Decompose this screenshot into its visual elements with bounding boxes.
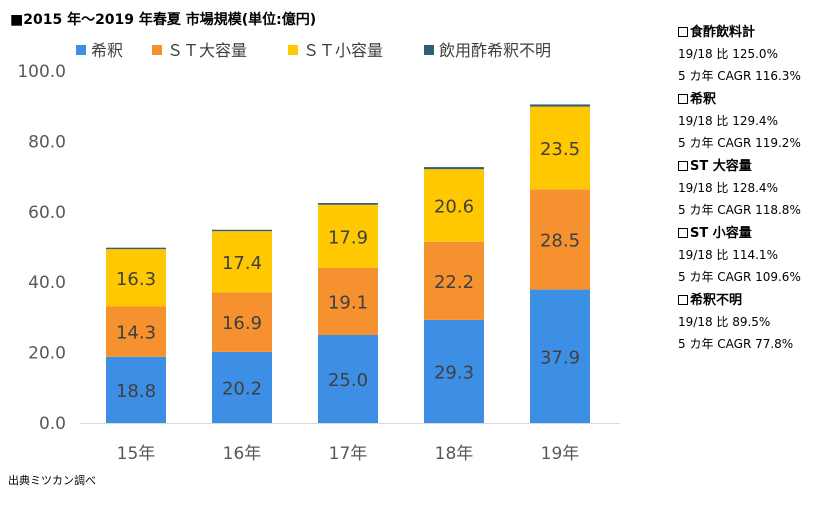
legend-swatch xyxy=(76,45,86,55)
y-tick-label: 100.0 xyxy=(17,62,66,82)
bar-segment xyxy=(106,356,166,423)
summary-stat: 19/18 比 125.0% xyxy=(678,47,778,61)
summary-heading-text: ST 大容量 xyxy=(690,159,752,174)
summary-heading: ST 大容量 xyxy=(678,156,838,177)
bar-segment xyxy=(318,204,378,268)
legend-swatch xyxy=(424,45,434,55)
checkbox-square-icon xyxy=(678,27,688,37)
summary-heading: 希釈不明 xyxy=(678,290,838,311)
stacked-bar-chart: ■2015 年～2019 年春夏 市場規模(単位:億円) 希釈 ＳＴ大容量 ＳＴ小容… xyxy=(8,11,620,487)
chart-title: ■2015 年～2019 年春夏 市場規模(単位:億円) xyxy=(10,11,316,28)
data-label: 14.3 xyxy=(116,323,156,344)
x-tick-label: 19年 xyxy=(541,444,580,464)
y-tick-label: 40.0 xyxy=(28,273,66,293)
summary-heading-text: ST 小容量 xyxy=(690,226,752,241)
data-label: 25.0 xyxy=(328,370,368,391)
legend-label: ＳＴ大容量 xyxy=(167,41,247,60)
bar-segment xyxy=(212,229,272,232)
summary-stat: 5 カ年 CAGR 109.6% xyxy=(678,270,801,284)
summary-stat: 19/18 比 129.4% xyxy=(678,114,778,128)
summary-stat: 5 カ年 CAGR 77.8% xyxy=(678,337,794,351)
bar-segment xyxy=(424,319,484,423)
data-label: 19.1 xyxy=(328,292,368,313)
checkbox-square-icon xyxy=(678,94,688,104)
summary-group: 希釈 19/18 比 129.4% 5 カ年 CAGR 119.2% xyxy=(678,89,838,154)
x-tick-label: 17年 xyxy=(329,444,368,464)
summary-group: 食酢飲料計 19/18 比 125.0% 5 カ年 CAGR 116.3% xyxy=(678,22,838,87)
y-tick-label: 20.0 xyxy=(28,344,66,364)
data-label: 16.3 xyxy=(116,269,156,290)
bar-segment xyxy=(424,169,484,242)
data-label: 20.2 xyxy=(222,378,262,399)
data-label: 16.9 xyxy=(222,313,262,334)
summary-stat: 5 カ年 CAGR 118.8% xyxy=(678,203,801,217)
bar-segment xyxy=(530,189,590,290)
bar-segment xyxy=(212,351,272,423)
legend: 希釈 ＳＴ大容量 ＳＴ小容量 飲用酢希釈不明 xyxy=(76,41,551,60)
data-label: 22.2 xyxy=(434,272,474,293)
summary-stat: 19/18 比 89.5% xyxy=(678,315,771,329)
bar-segment xyxy=(106,249,166,307)
bars: 18.8 14.3 16.3 20.2 16.9 17.4 25.0 19.1 17.9 29.3… xyxy=(106,104,590,423)
summary-stat: 19/18 比 128.4% xyxy=(678,181,778,195)
x-tick-label: 18年 xyxy=(435,444,474,464)
summary-stat: 19/18 比 114.1% xyxy=(678,248,778,262)
legend-label: ＳＴ小容量 xyxy=(303,41,383,60)
bar-segment xyxy=(212,231,272,293)
summary-group: ST 大容量 19/18 比 128.4% 5 カ年 CAGR 118.8% xyxy=(678,156,838,221)
bar-segment xyxy=(530,289,590,423)
x-axis: 15年 16年 17年 18年 19年 xyxy=(80,423,620,464)
y-tick-label: 80.0 xyxy=(28,132,66,152)
data-label: 20.6 xyxy=(434,196,474,217)
legend-swatch xyxy=(152,45,162,55)
bar-segment xyxy=(318,267,378,335)
y-tick-label: 60.0 xyxy=(28,203,66,223)
summary-heading: 食酢飲料計 xyxy=(678,22,838,43)
legend-label: 飲用酢希釈不明 xyxy=(439,41,551,60)
data-label: 17.9 xyxy=(328,227,368,248)
bar-segment xyxy=(106,306,166,357)
bar-segment xyxy=(318,203,378,205)
bar-segment xyxy=(530,106,590,190)
summary-heading: ST 小容量 xyxy=(678,223,838,244)
data-label: 28.5 xyxy=(540,230,580,251)
summary-heading-text: 食酢飲料計 xyxy=(690,25,756,40)
legend-swatch xyxy=(288,45,298,55)
summary-group: ST 小容量 19/18 比 114.1% 5 カ年 CAGR 109.6% xyxy=(678,223,838,288)
summary-heading-text: 希釈 xyxy=(690,92,717,107)
growth-summary-panel: 食酢飲料計 19/18 比 125.0% 5 カ年 CAGR 116.3% 希釈 19/… xyxy=(678,22,838,357)
summary-heading-text: 希釈不明 xyxy=(690,293,743,308)
x-tick-label: 15年 xyxy=(117,444,156,464)
bar-segment xyxy=(424,241,484,320)
x-tick-label: 16年 xyxy=(223,444,262,464)
summary-heading: 希釈 xyxy=(678,89,838,110)
bar-segment xyxy=(318,335,378,423)
data-label: 37.9 xyxy=(540,347,580,368)
checkbox-square-icon xyxy=(678,228,688,238)
summary-stat: 5 カ年 CAGR 119.2% xyxy=(678,136,801,150)
bar-segment xyxy=(424,167,484,170)
y-axis: 0.0 20.0 40.0 60.0 80.0 100.0 xyxy=(17,62,66,434)
bar-segment xyxy=(106,247,166,250)
legend-label: 希釈 xyxy=(91,41,123,60)
bar-segment xyxy=(212,292,272,352)
data-label: 29.3 xyxy=(434,362,474,383)
data-label: 23.5 xyxy=(540,139,580,160)
source-note: 出典ミツカン調べ xyxy=(8,473,96,487)
summary-group: 希釈不明 19/18 比 89.5% 5 カ年 CAGR 77.8% xyxy=(678,290,838,355)
checkbox-square-icon xyxy=(678,161,688,171)
summary-stat: 5 カ年 CAGR 116.3% xyxy=(678,69,801,83)
bar-segment xyxy=(530,104,590,107)
data-label: 17.4 xyxy=(222,253,262,274)
y-tick-label: 0.0 xyxy=(39,414,66,434)
data-label: 18.8 xyxy=(116,381,156,402)
checkbox-square-icon xyxy=(678,295,688,305)
